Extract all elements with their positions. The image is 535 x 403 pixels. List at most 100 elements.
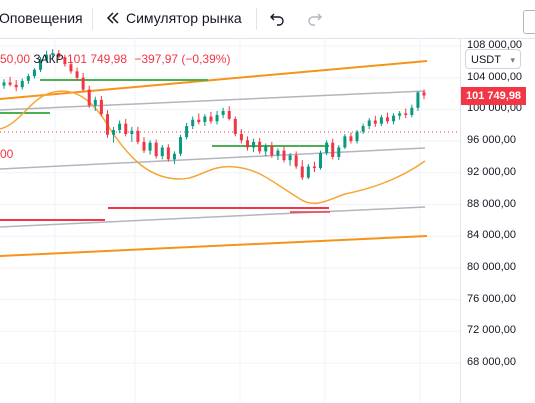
- price-tick-label: 92 000,00: [467, 165, 516, 178]
- candle: [361, 123, 365, 134]
- price-chart[interactable]: [0, 39, 460, 403]
- candle-body: [258, 141, 262, 152]
- chevron-down-icon: ▾: [510, 55, 515, 65]
- candle: [14, 80, 18, 92]
- candle-body: [93, 99, 97, 106]
- candle: [373, 115, 377, 127]
- candle-body: [373, 120, 377, 124]
- inner-channel-middle-line: [0, 147, 426, 170]
- candle: [26, 73, 30, 85]
- redo-icon[interactable]: [306, 9, 324, 27]
- candle: [93, 96, 97, 111]
- chart-pane[interactable]: 50,00 ЗАКР 101 749,98 −397,97 (−0,39%) 0…: [0, 39, 460, 403]
- candle-body: [404, 113, 408, 115]
- price-tick-label: 108 000,00: [467, 39, 523, 51]
- candle-body: [239, 133, 243, 141]
- price-tick-label: 88 000,00: [467, 197, 516, 210]
- candle-body: [160, 147, 164, 157]
- candle-body: [422, 92, 426, 96]
- candle: [57, 49, 61, 60]
- price-axis[interactable]: USDT ▾ 108 000,00 104 000,00 100 000,00 96 …: [460, 39, 535, 403]
- toolbar-divider: [256, 8, 257, 30]
- candle: [227, 106, 231, 121]
- candle-body: [124, 123, 128, 134]
- candle-body: [142, 141, 146, 151]
- candle-body: [154, 142, 158, 157]
- candle: [398, 110, 402, 120]
- candle-body: [118, 123, 122, 131]
- candle-body: [20, 80, 24, 88]
- rewind-icon[interactable]: [104, 9, 122, 27]
- candle-body: [57, 53, 61, 58]
- candle-body: [197, 119, 201, 123]
- candle: [337, 145, 341, 161]
- candle-body: [252, 141, 256, 148]
- legend-open-value: 50,00: [0, 52, 31, 66]
- candle-body: [8, 82, 12, 85]
- price-tick-label: 80 000,00: [467, 260, 516, 273]
- candle-body: [306, 166, 310, 178]
- candle-body: [392, 115, 396, 122]
- candle: [252, 138, 256, 153]
- candle: [124, 118, 128, 137]
- candle: [2, 79, 6, 89]
- candle-body: [215, 114, 219, 122]
- candle-body: [385, 117, 389, 122]
- price-tick-label: 100 000,00: [467, 102, 523, 115]
- candle-body: [245, 140, 249, 148]
- candle-body: [191, 119, 195, 127]
- top-toolbar: Оповещения Симулятор рынка: [0, 0, 535, 39]
- candle: [209, 111, 213, 124]
- candle: [288, 152, 292, 166]
- market-replay-button[interactable]: Симулятор рынка: [126, 10, 242, 26]
- candle-body: [112, 130, 116, 135]
- candle: [306, 164, 310, 180]
- candle: [355, 130, 359, 144]
- candle-body: [343, 136, 347, 148]
- candle-body: [63, 57, 67, 65]
- candle-body: [319, 152, 323, 169]
- undo-icon[interactable]: [268, 9, 286, 27]
- candle-body: [69, 64, 73, 72]
- candle: [197, 113, 201, 125]
- candle: [422, 89, 426, 100]
- candle-body: [51, 53, 55, 55]
- toolbar-overflow-button[interactable]: [523, 10, 535, 34]
- price-tick-label: 96 000,00: [467, 134, 516, 147]
- candle-body: [300, 166, 304, 178]
- candle: [154, 139, 158, 159]
- currency-select[interactable]: USDT ▾: [465, 49, 521, 69]
- candle-body: [185, 126, 189, 138]
- candle-body: [130, 130, 134, 134]
- toolbar-divider: [92, 8, 93, 30]
- candle-body: [45, 54, 49, 60]
- candle: [75, 67, 79, 81]
- candle: [81, 72, 85, 92]
- candle-body: [379, 117, 383, 124]
- candle: [264, 143, 268, 157]
- moving-average-line: [0, 90, 426, 204]
- ohlc-legend: 50,00 ЗАКР 101 749,98 −397,97 (−0,39%): [0, 52, 230, 66]
- candle: [349, 132, 353, 144]
- candle-body: [294, 155, 298, 167]
- candle: [276, 148, 280, 161]
- candle-body: [136, 130, 140, 142]
- candle-body: [179, 137, 183, 154]
- candle: [160, 145, 164, 160]
- candle-body: [105, 114, 109, 135]
- candle: [379, 114, 383, 127]
- candle: [191, 116, 195, 130]
- inner-channel-lower-line: [0, 206, 426, 228]
- candle: [343, 133, 347, 150]
- candle-body: [416, 92, 420, 108]
- alerts-button[interactable]: Оповещения: [0, 10, 83, 26]
- price-tick-label: 68 000,00: [467, 356, 516, 368]
- candle-body: [39, 59, 43, 70]
- candle: [172, 151, 176, 165]
- candle: [392, 113, 396, 125]
- candle: [105, 110, 109, 138]
- candle: [45, 50, 49, 63]
- candle-body: [312, 166, 316, 169]
- candle-body: [99, 99, 103, 115]
- candle-body: [221, 110, 225, 115]
